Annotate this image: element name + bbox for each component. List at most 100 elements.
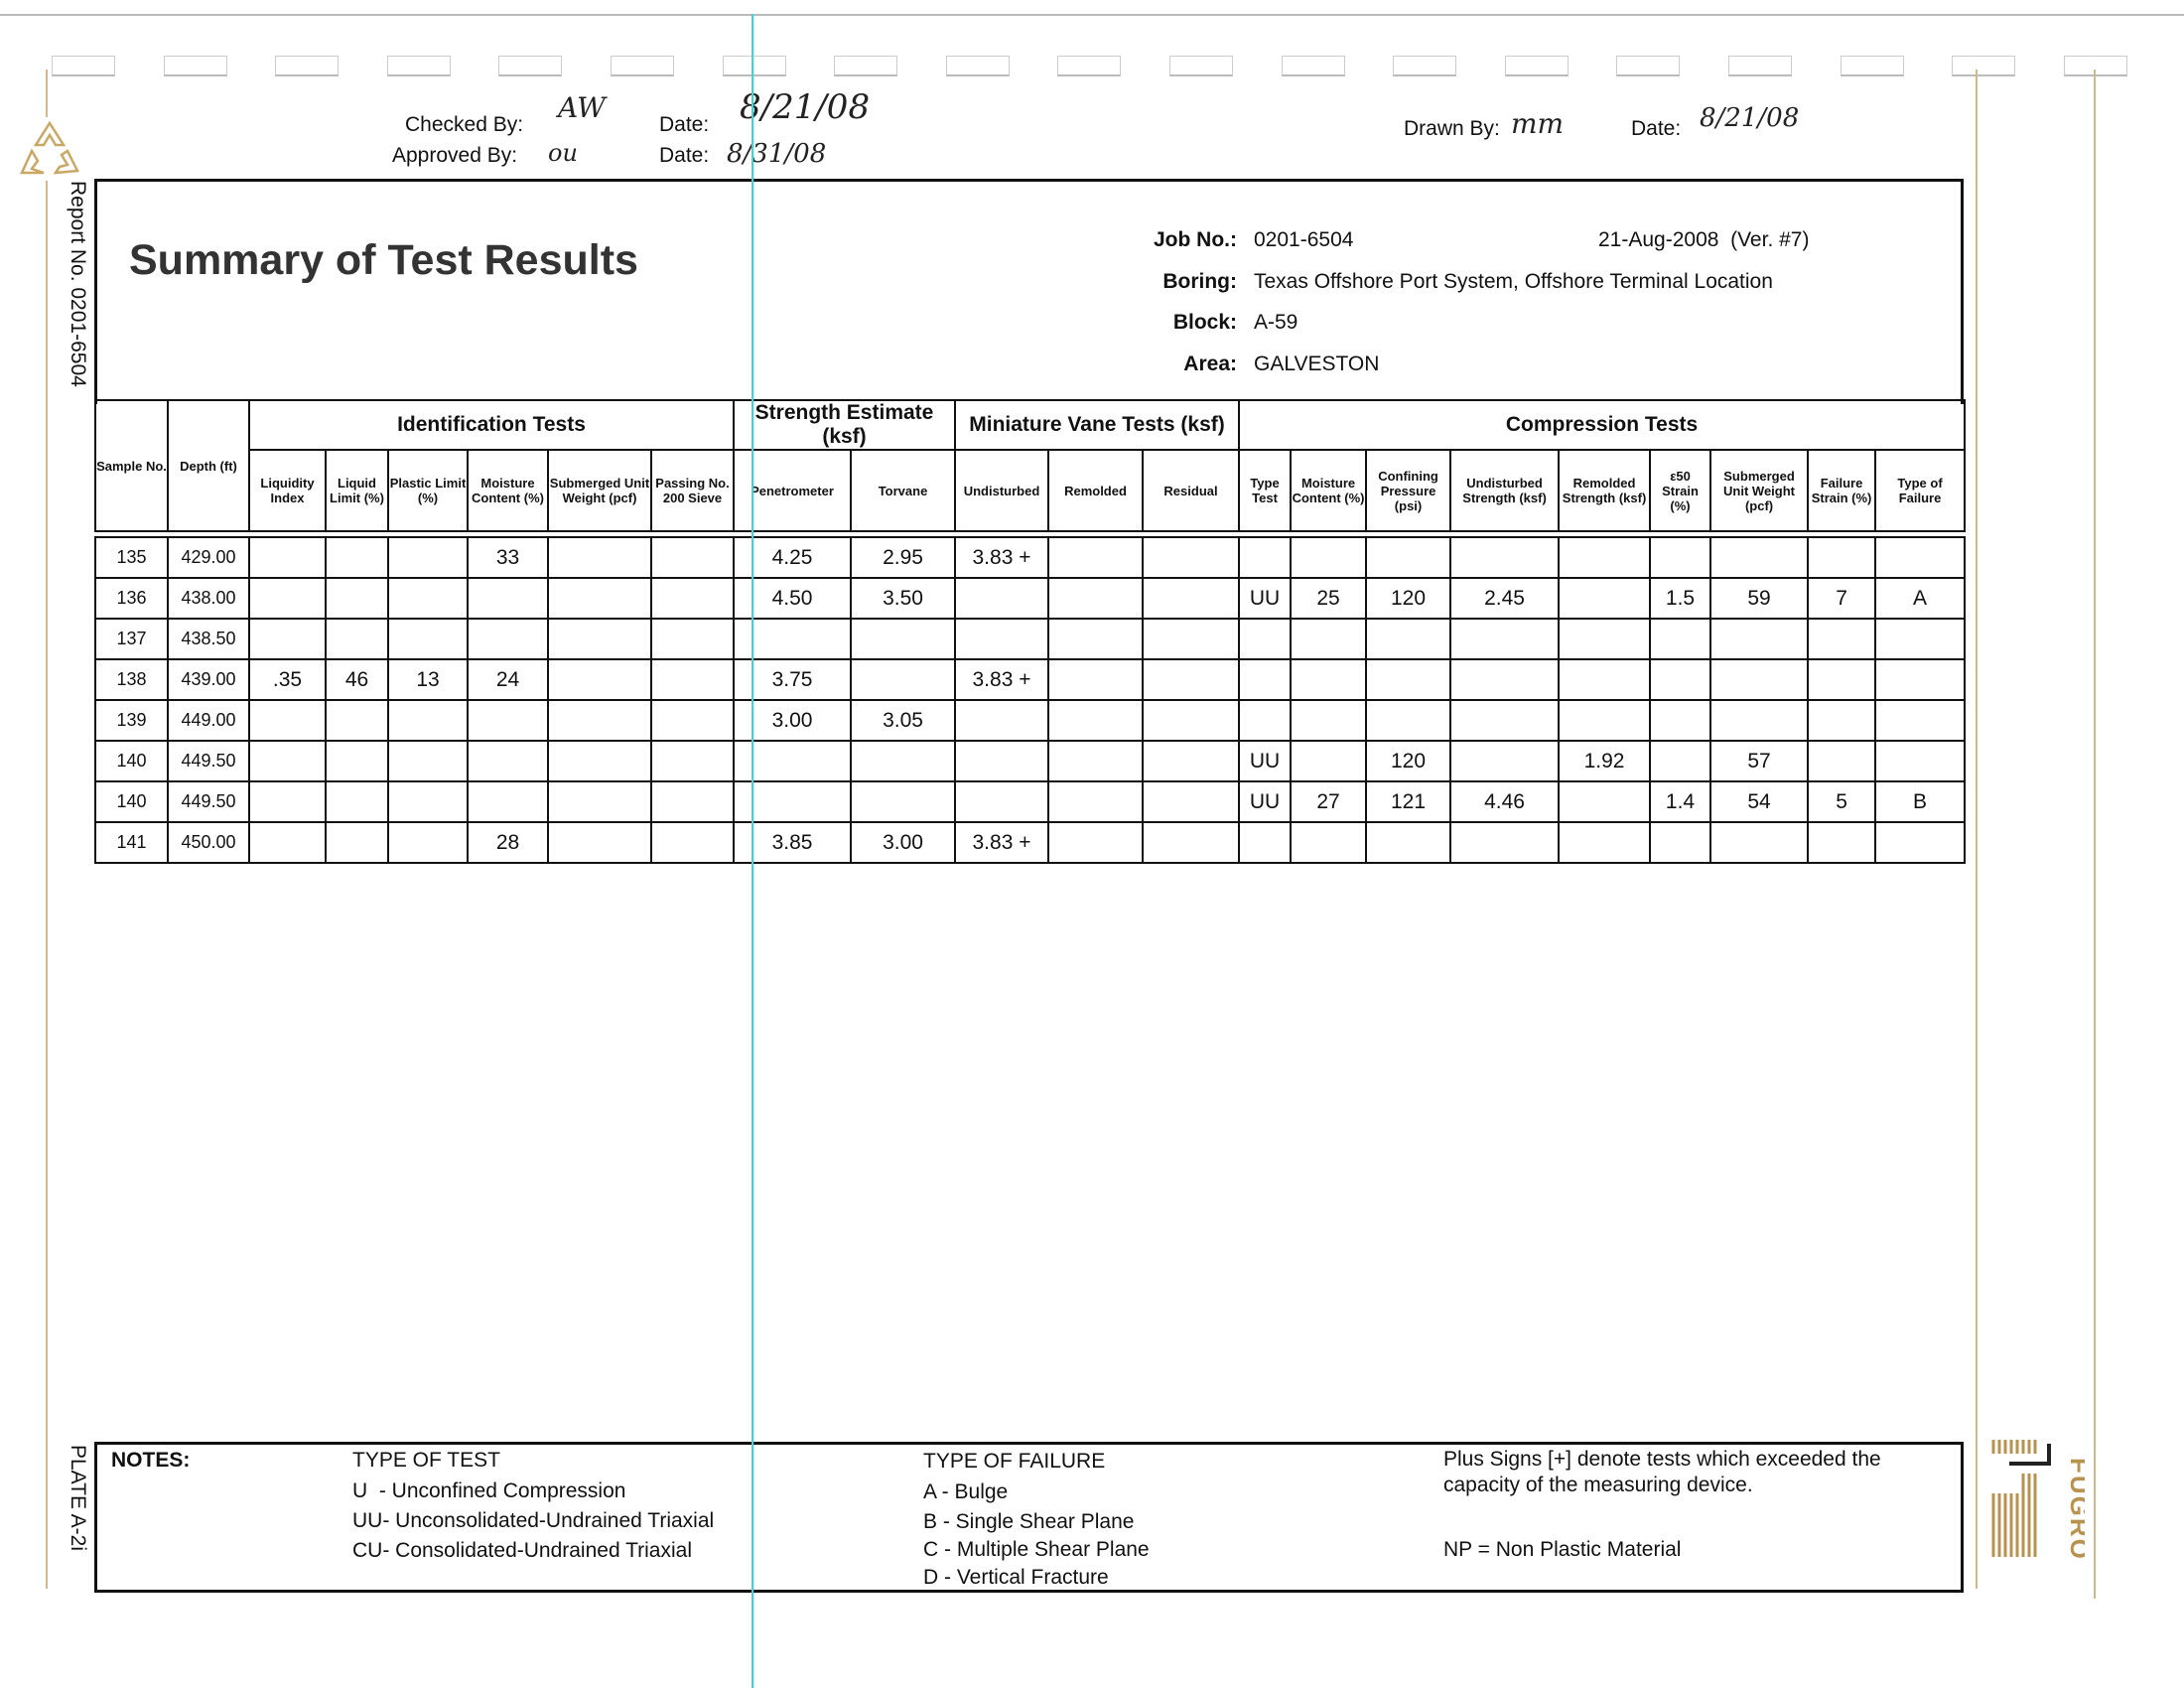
table-cell: 57 bbox=[1709, 740, 1810, 782]
table-cell bbox=[954, 699, 1049, 742]
table-cell bbox=[650, 658, 735, 701]
table-cell: 46 bbox=[325, 658, 389, 701]
test-type-uu: UU- Unconsolidated-Undrained Triaxial bbox=[352, 1509, 715, 1532]
table-cell bbox=[1141, 536, 1241, 579]
table-cell: 4.46 bbox=[1449, 780, 1561, 823]
perforation-mark bbox=[1728, 56, 1792, 76]
table-cell bbox=[467, 699, 549, 742]
table-cell bbox=[248, 699, 327, 742]
col-header: Liquid Limit (%) bbox=[325, 449, 389, 532]
table-cell bbox=[248, 821, 327, 864]
table-cell bbox=[248, 536, 327, 579]
fugro-logo-mark-icon: FUGRO bbox=[1991, 1440, 2095, 1561]
table-cell: 438.50 bbox=[167, 618, 250, 660]
table-cell: UU bbox=[1238, 740, 1293, 782]
table-cell bbox=[1709, 821, 1810, 864]
table-cell: A bbox=[1874, 577, 1967, 620]
table-cell bbox=[1807, 618, 1877, 660]
test-type-cu: CU- Consolidated-Undrained Triaxial bbox=[352, 1539, 692, 1562]
table-cell: 136 bbox=[94, 577, 169, 620]
table-cell bbox=[248, 577, 327, 620]
perforation-mark bbox=[1952, 56, 2016, 76]
table-cell bbox=[1449, 618, 1561, 660]
perforation-mark bbox=[611, 56, 674, 76]
table-cell: 135 bbox=[94, 536, 169, 579]
approved-by-label: Approved By: bbox=[392, 144, 518, 167]
table-cell bbox=[1558, 658, 1652, 701]
table-cell: 59 bbox=[1709, 577, 1810, 620]
logo-text: FUGRO bbox=[2065, 1458, 2085, 1561]
failure-b: B - Single Shear Plane bbox=[923, 1510, 1135, 1533]
table-cell bbox=[1874, 740, 1967, 782]
table-cell bbox=[954, 577, 1049, 620]
table-cell bbox=[1558, 780, 1652, 823]
checked-by-signature: AW bbox=[558, 91, 606, 124]
table-cell bbox=[1874, 821, 1967, 864]
table-cell: 140 bbox=[94, 780, 169, 823]
margin-rule bbox=[46, 70, 48, 1589]
table-cell bbox=[954, 740, 1049, 782]
table-cell bbox=[1290, 658, 1368, 701]
col-header: Liquidity Index bbox=[248, 449, 327, 532]
table-cell bbox=[325, 618, 389, 660]
table-cell bbox=[1709, 699, 1810, 742]
table-cell bbox=[1709, 536, 1810, 579]
table-cell: 449.00 bbox=[167, 699, 250, 742]
col-header: Torvane bbox=[850, 449, 956, 532]
table-cell: 3.50 bbox=[850, 577, 956, 620]
table-cell bbox=[1141, 699, 1241, 742]
table-cell bbox=[650, 821, 735, 864]
table-cell bbox=[467, 577, 549, 620]
table-cell bbox=[650, 740, 735, 782]
table-cell bbox=[467, 740, 549, 782]
table-cell bbox=[1238, 618, 1293, 660]
table-cell bbox=[1649, 618, 1712, 660]
table-cell: 3.05 bbox=[850, 699, 956, 742]
perforation-mark bbox=[722, 56, 786, 76]
table-cell bbox=[1047, 699, 1144, 742]
table-cell bbox=[547, 699, 652, 742]
table-cell: 140 bbox=[94, 740, 169, 782]
table-cell bbox=[1290, 740, 1368, 782]
col-header: ε50 Strain (%) bbox=[1649, 449, 1712, 532]
table-cell: UU bbox=[1238, 577, 1293, 620]
table-cell bbox=[325, 821, 389, 864]
table-cell: 1.5 bbox=[1649, 577, 1712, 620]
table-cell bbox=[547, 740, 652, 782]
col-header: Depth (ft) bbox=[167, 399, 250, 532]
drawn-by-signature: mm bbox=[1511, 107, 1565, 140]
table-cell bbox=[850, 618, 956, 660]
table-row: 136 438.00 4.50 3.50 UU 25 120 2.45 1.5 59 7 A bbox=[94, 577, 1967, 620]
table-cell: 121 bbox=[1365, 780, 1452, 823]
table-cell bbox=[850, 780, 956, 823]
col-header: Moisture Content (%) bbox=[1290, 449, 1368, 532]
perforation-mark bbox=[1281, 56, 1345, 76]
table-cell bbox=[387, 618, 469, 660]
group-strength-estimate: Strength Estimate (ksf) bbox=[733, 399, 956, 451]
boring-label: Boring: bbox=[1162, 270, 1237, 293]
table-cell bbox=[1047, 821, 1144, 864]
table-cell bbox=[547, 821, 652, 864]
table-cell bbox=[650, 699, 735, 742]
table-cell bbox=[547, 780, 652, 823]
table-cell bbox=[1807, 740, 1877, 782]
table-cell bbox=[1874, 699, 1967, 742]
table-cell bbox=[1649, 821, 1712, 864]
table-cell bbox=[954, 780, 1049, 823]
col-header: Passing No. 200 Sieve bbox=[650, 449, 735, 532]
perforation-mark bbox=[945, 56, 1010, 76]
table-cell: 7 bbox=[1807, 577, 1877, 620]
table-cell bbox=[1047, 536, 1144, 579]
table-cell bbox=[547, 658, 652, 701]
table-row: 139 449.00 3.00 3.05 bbox=[94, 699, 1967, 742]
col-header: Plastic Limit (%) bbox=[387, 449, 469, 532]
results-table: Sample No. Depth (ft) Identification Tes… bbox=[94, 399, 1967, 864]
table-cell: 139 bbox=[94, 699, 169, 742]
table-cell bbox=[547, 577, 652, 620]
table-cell bbox=[387, 821, 469, 864]
table-cell bbox=[467, 618, 549, 660]
failure-a: A - Bulge bbox=[923, 1480, 1009, 1503]
perforation-mark bbox=[1840, 56, 1904, 76]
perforation-mark bbox=[1616, 56, 1681, 76]
table-cell bbox=[325, 780, 389, 823]
